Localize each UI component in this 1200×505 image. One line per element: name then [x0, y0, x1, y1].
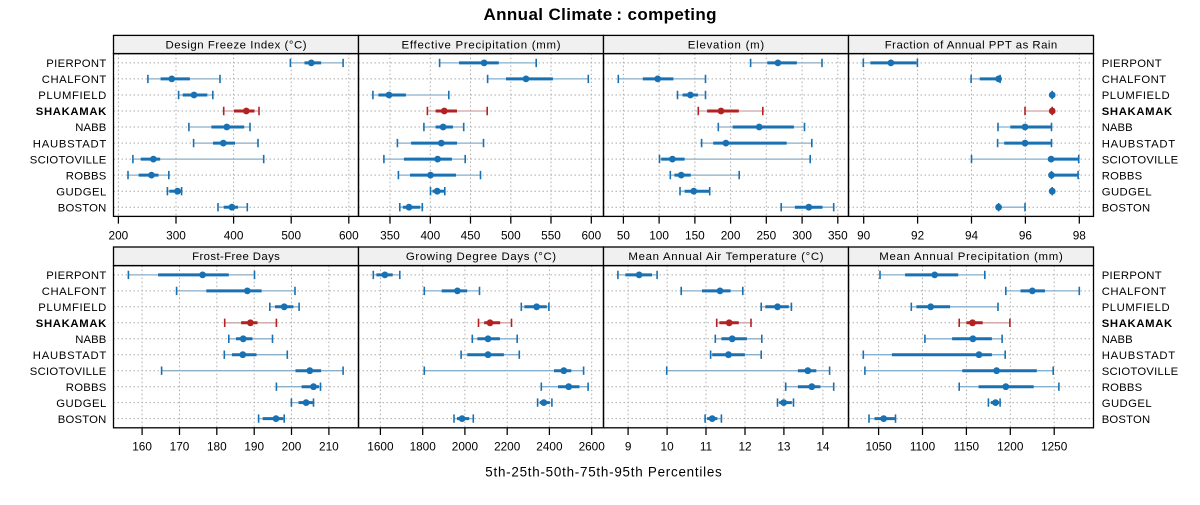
svg-text:PIERPONT: PIERPONT — [46, 270, 106, 282]
svg-text:PIERPONT: PIERPONT — [1102, 270, 1162, 282]
svg-text:600: 600 — [581, 228, 601, 242]
svg-text:PLUMFIELD: PLUMFIELD — [38, 302, 106, 314]
svg-text:GUDGEL: GUDGEL — [1102, 186, 1152, 198]
svg-text:170: 170 — [170, 440, 190, 454]
svg-text:500: 500 — [281, 228, 301, 242]
svg-text:BOSTON: BOSTON — [1102, 414, 1151, 426]
svg-text:NABB: NABB — [75, 334, 106, 346]
svg-text:SCIOTOVILLE: SCIOTOVILLE — [1102, 154, 1179, 166]
svg-text:SCIOTOVILLE: SCIOTOVILLE — [1102, 366, 1179, 378]
svg-text:350: 350 — [380, 228, 400, 242]
svg-text:Annual Climate : competing: Annual Climate : competing — [484, 5, 717, 24]
svg-text:2200: 2200 — [494, 440, 521, 454]
svg-text:NABB: NABB — [1102, 334, 1133, 346]
svg-text:HAUBSTADT: HAUBSTADT — [33, 350, 107, 362]
svg-text:5th-25th-50th-75th-95th Percen: 5th-25th-50th-75th-95th Percentiles — [485, 465, 722, 480]
svg-text:1200: 1200 — [997, 440, 1024, 454]
svg-text:200: 200 — [282, 440, 302, 454]
svg-text:50: 50 — [617, 228, 631, 242]
svg-text:GUDGEL: GUDGEL — [1102, 398, 1152, 410]
svg-text:CHALFONT: CHALFONT — [42, 286, 107, 298]
svg-text:350: 350 — [828, 228, 848, 242]
svg-text:CHALFONT: CHALFONT — [1102, 286, 1167, 298]
svg-text:250: 250 — [756, 228, 776, 242]
svg-text:11: 11 — [700, 440, 712, 454]
svg-text:PIERPONT: PIERPONT — [1102, 58, 1162, 70]
svg-text:2600: 2600 — [579, 440, 606, 454]
svg-text:600: 600 — [339, 228, 359, 242]
svg-text:PIERPONT: PIERPONT — [46, 58, 106, 70]
svg-text:90: 90 — [857, 228, 871, 242]
svg-text:2000: 2000 — [452, 440, 479, 454]
svg-text:180: 180 — [207, 440, 227, 454]
svg-text:13: 13 — [777, 440, 791, 454]
svg-text:PLUMFIELD: PLUMFIELD — [38, 90, 106, 102]
svg-text:Growing Degree Days (°C): Growing Degree Days (°C) — [406, 251, 556, 263]
svg-text:500: 500 — [501, 228, 521, 242]
svg-text:1800: 1800 — [410, 440, 437, 454]
svg-text:ROBBS: ROBBS — [1102, 382, 1143, 394]
svg-text:BOSTON: BOSTON — [58, 202, 107, 214]
svg-text:94: 94 — [965, 228, 979, 242]
svg-text:SCIOTOVILLE: SCIOTOVILLE — [30, 366, 107, 378]
svg-text:400: 400 — [224, 228, 244, 242]
svg-text:200: 200 — [109, 228, 129, 242]
svg-text:GUDGEL: GUDGEL — [56, 398, 106, 410]
svg-text:CHALFONT: CHALFONT — [1102, 74, 1167, 86]
svg-text:Frost-Free Days: Frost-Free Days — [192, 251, 280, 263]
svg-text:PLUMFIELD: PLUMFIELD — [1102, 90, 1170, 102]
svg-text:300: 300 — [166, 228, 186, 242]
svg-text:SHAKAMAK: SHAKAMAK — [1102, 318, 1173, 330]
svg-text:ROBBS: ROBBS — [66, 170, 107, 182]
svg-text:12: 12 — [738, 440, 751, 454]
svg-text:HAUBSTADT: HAUBSTADT — [33, 138, 107, 150]
svg-text:NABB: NABB — [1102, 122, 1133, 134]
svg-text:200: 200 — [721, 228, 741, 242]
svg-text:550: 550 — [541, 228, 561, 242]
svg-text:150: 150 — [685, 228, 705, 242]
svg-text:Mean Annual Precipitation (mm): Mean Annual Precipitation (mm) — [879, 251, 1063, 263]
svg-text:1150: 1150 — [954, 440, 980, 454]
svg-text:98: 98 — [1073, 228, 1087, 242]
svg-text:1250: 1250 — [1041, 440, 1068, 454]
svg-text:14: 14 — [816, 440, 830, 454]
svg-text:ROBBS: ROBBS — [1102, 170, 1143, 182]
svg-text:1050: 1050 — [865, 440, 892, 454]
svg-text:1100: 1100 — [910, 440, 936, 454]
svg-text:HAUBSTADT: HAUBSTADT — [1102, 138, 1176, 150]
svg-text:SHAKAMAK: SHAKAMAK — [36, 106, 107, 118]
svg-text:Design Freeze Index (°C): Design Freeze Index (°C) — [166, 39, 307, 51]
svg-text:160: 160 — [132, 440, 152, 454]
svg-text:2400: 2400 — [536, 440, 563, 454]
svg-text:400: 400 — [420, 228, 440, 242]
svg-text:NABB: NABB — [75, 122, 106, 134]
svg-text:SCIOTOVILLE: SCIOTOVILLE — [30, 154, 107, 166]
svg-text:92: 92 — [911, 228, 924, 242]
svg-text:CHALFONT: CHALFONT — [42, 74, 107, 86]
svg-text:450: 450 — [461, 228, 481, 242]
svg-text:Effective Precipitation (mm): Effective Precipitation (mm) — [402, 39, 561, 51]
svg-text:GUDGEL: GUDGEL — [56, 186, 106, 198]
svg-text:SHAKAMAK: SHAKAMAK — [36, 318, 107, 330]
svg-text:BOSTON: BOSTON — [58, 414, 107, 426]
svg-text:210: 210 — [319, 440, 339, 454]
svg-text:9: 9 — [625, 440, 632, 454]
svg-text:BOSTON: BOSTON — [1102, 202, 1151, 214]
svg-text:96: 96 — [1019, 228, 1033, 242]
svg-text:SHAKAMAK: SHAKAMAK — [1102, 106, 1173, 118]
svg-text:1600: 1600 — [367, 440, 394, 454]
svg-text:PLUMFIELD: PLUMFIELD — [1102, 302, 1170, 314]
svg-text:Elevation (m): Elevation (m) — [688, 39, 765, 51]
svg-text:100: 100 — [649, 228, 669, 242]
svg-text:ROBBS: ROBBS — [66, 382, 107, 394]
svg-text:Fraction of Annual PPT as Rain: Fraction of Annual PPT as Rain — [885, 39, 1058, 51]
svg-text:10: 10 — [661, 440, 675, 454]
svg-text:HAUBSTADT: HAUBSTADT — [1102, 350, 1176, 362]
svg-text:Mean Annual Air Temperature (°: Mean Annual Air Temperature (°C) — [628, 251, 823, 263]
svg-text:300: 300 — [792, 228, 812, 242]
svg-text:190: 190 — [244, 440, 264, 454]
